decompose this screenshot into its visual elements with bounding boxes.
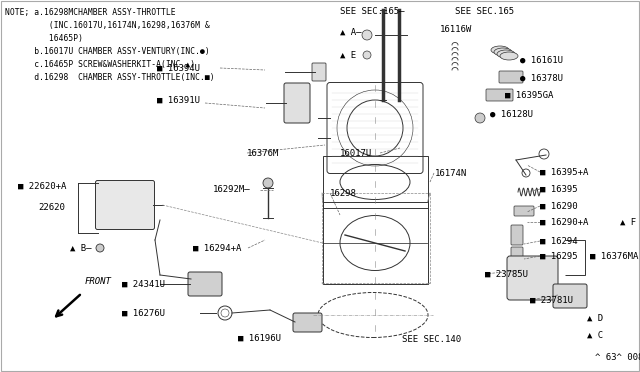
- Text: ■ 16391U: ■ 16391U: [157, 96, 200, 105]
- Text: ● 16161U: ● 16161U: [520, 55, 563, 64]
- Text: ▲ B–: ▲ B–: [70, 244, 92, 253]
- FancyBboxPatch shape: [293, 313, 322, 332]
- Circle shape: [96, 244, 104, 252]
- Text: c.16465P SCREW&WASHERKIT-A(INC.▲): c.16465P SCREW&WASHERKIT-A(INC.▲): [5, 60, 195, 69]
- Text: b.16017U CHAMBER ASSY-VENTURY(INC.●): b.16017U CHAMBER ASSY-VENTURY(INC.●): [5, 47, 210, 56]
- Text: SEE SEC.165–: SEE SEC.165–: [340, 7, 404, 16]
- Circle shape: [475, 113, 485, 123]
- FancyBboxPatch shape: [514, 206, 534, 216]
- Text: ■ 16394U: ■ 16394U: [157, 64, 200, 73]
- Text: ■ 16294+A: ■ 16294+A: [193, 244, 241, 253]
- Text: ■ 16395: ■ 16395: [540, 185, 578, 193]
- Text: ■ 16276U: ■ 16276U: [122, 308, 165, 317]
- Text: 22620: 22620: [38, 202, 65, 212]
- Text: 16017U: 16017U: [340, 148, 372, 157]
- FancyBboxPatch shape: [486, 89, 513, 101]
- Text: 16465P): 16465P): [5, 34, 83, 43]
- Circle shape: [362, 30, 372, 40]
- Text: ■ 16290: ■ 16290: [540, 202, 578, 211]
- Text: SEE SEC.165: SEE SEC.165: [455, 7, 514, 16]
- Text: SEE SEC.140: SEE SEC.140: [402, 336, 461, 344]
- Text: ■ 16295: ■ 16295: [540, 251, 578, 260]
- Ellipse shape: [500, 52, 518, 60]
- Text: ■ 16376MA: ■ 16376MA: [590, 251, 638, 260]
- FancyBboxPatch shape: [507, 256, 558, 300]
- FancyBboxPatch shape: [95, 180, 154, 230]
- FancyBboxPatch shape: [284, 83, 310, 123]
- Text: ■ 16395GA: ■ 16395GA: [505, 90, 554, 99]
- Text: ■ 16196U: ■ 16196U: [238, 334, 281, 343]
- Text: 16174N: 16174N: [435, 169, 467, 177]
- Text: ▲ C: ▲ C: [587, 330, 603, 340]
- Text: ▲ E: ▲ E: [340, 51, 356, 60]
- Circle shape: [363, 51, 371, 59]
- Text: ■ 16290+A: ■ 16290+A: [540, 218, 588, 227]
- Text: 16298: 16298: [330, 189, 357, 198]
- FancyBboxPatch shape: [312, 63, 326, 81]
- Text: ■ 16395+A: ■ 16395+A: [540, 167, 588, 176]
- Text: ■ 24341U: ■ 24341U: [122, 279, 165, 289]
- Text: ■ 22620+A: ■ 22620+A: [18, 182, 67, 190]
- Ellipse shape: [494, 48, 512, 56]
- FancyBboxPatch shape: [188, 272, 222, 296]
- Text: ● 16128U: ● 16128U: [490, 109, 533, 119]
- FancyBboxPatch shape: [553, 284, 587, 308]
- Text: d.16298  CHAMBER ASSY-THROTTLE(INC.■): d.16298 CHAMBER ASSY-THROTTLE(INC.■): [5, 73, 214, 82]
- Text: 16116W: 16116W: [440, 26, 472, 35]
- FancyBboxPatch shape: [499, 71, 523, 83]
- Text: ^ 63^ 0089: ^ 63^ 0089: [595, 353, 640, 362]
- Text: 16376M: 16376M: [247, 148, 279, 157]
- Text: 16292M–: 16292M–: [213, 186, 251, 195]
- Text: NOTE; a.16298MCHAMBER ASSY-THROTTLE: NOTE; a.16298MCHAMBER ASSY-THROTTLE: [5, 8, 175, 17]
- Text: ▲ A–: ▲ A–: [340, 28, 362, 36]
- Ellipse shape: [497, 50, 515, 58]
- Text: ● 16378U: ● 16378U: [520, 74, 563, 83]
- Text: ■ 23781U: ■ 23781U: [530, 295, 573, 305]
- Circle shape: [263, 178, 273, 188]
- Text: FRONT: FRONT: [85, 277, 112, 286]
- Text: ■ 23785U: ■ 23785U: [485, 269, 528, 279]
- FancyBboxPatch shape: [511, 225, 523, 245]
- Ellipse shape: [491, 46, 509, 54]
- Text: ▲ D: ▲ D: [587, 314, 603, 323]
- Text: (INC.16017U,16174N,16298,16376M &: (INC.16017U,16174N,16298,16376M &: [5, 21, 210, 30]
- Text: ▲ F: ▲ F: [620, 218, 636, 227]
- FancyBboxPatch shape: [511, 247, 523, 263]
- Text: ■ 16294: ■ 16294: [540, 237, 578, 246]
